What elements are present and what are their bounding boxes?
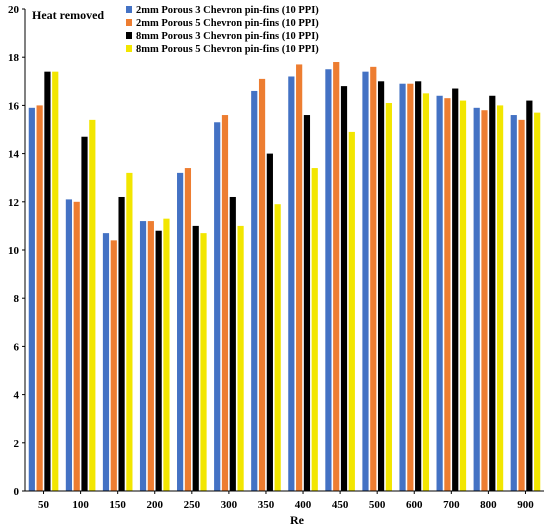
bar-4-re-900: [534, 112, 541, 491]
bar-4-re-300: [237, 225, 244, 491]
y-tick-label: 8: [14, 293, 20, 305]
x-tick-label: 350: [258, 499, 275, 511]
bar-1-re-500: [362, 71, 369, 491]
bar-2-re-450: [333, 62, 340, 492]
bar-3-re-500: [377, 81, 385, 492]
bar-4-re-600: [422, 93, 430, 491]
bar-3-re-250: [192, 225, 199, 491]
bar-4-re-50: [52, 71, 59, 491]
bar-1-re-300: [214, 122, 221, 492]
legend: 2mm Porous 3 Chevron pin-fins (10 PPI) 2m…: [126, 5, 319, 55]
bar-2-re-300: [221, 115, 229, 491]
bar-2-re-900: [518, 119, 525, 492]
bar-1-re-900: [510, 115, 517, 491]
bar-3-re-100: [81, 136, 88, 492]
x-tick-label: 700: [443, 499, 460, 511]
bar-4-re-500: [385, 102, 392, 492]
bar-3-re-150: [118, 196, 125, 492]
bars: [28, 62, 541, 492]
x-tick-label: 400: [295, 499, 312, 511]
bar-4-re-800: [496, 105, 504, 492]
x-tick-label: 200: [147, 499, 164, 511]
bar-3-re-600: [415, 81, 422, 492]
legend-swatch: [126, 6, 132, 13]
bar-4-re-700: [459, 100, 467, 491]
x-tick-label: 50: [38, 499, 50, 511]
y-tick-label: 14: [8, 149, 20, 161]
bar-4-re-100: [89, 119, 96, 492]
bar-1-re-400: [288, 76, 295, 491]
bar-2-re-400: [296, 64, 303, 492]
bar-2-re-200: [147, 221, 154, 491]
x-axis: 50 100 150 200 250 300 350 400 450 500 600 700 800 90…: [25, 490, 544, 511]
x-axis-title: Re: [290, 513, 305, 527]
x-tick-label: 100: [72, 499, 89, 511]
bar-4-re-250: [200, 233, 207, 491]
bar-4-re-150: [126, 172, 133, 491]
x-tick-label: 900: [517, 499, 534, 511]
bar-3-re-300: [229, 196, 236, 492]
x-tick-label: 500: [369, 499, 386, 511]
bar-2-re-800: [481, 110, 488, 491]
legend-label: 8mm Porous 3 Chevron pin-fins (10 PPI): [136, 31, 319, 42]
y-tick-label: 16: [8, 100, 20, 112]
x-tick-label: 800: [480, 499, 497, 511]
y-tick-label: 18: [8, 52, 20, 64]
y-tick-label: 10: [8, 245, 20, 257]
legend-swatch: [126, 19, 132, 26]
bar-4-re-400: [311, 168, 318, 491]
bar-1-re-50: [28, 107, 35, 491]
legend-label: 8mm Porous 5 Chevron pin-fins (10 PPI): [136, 44, 319, 55]
bar-1-re-250: [177, 172, 184, 491]
bar-3-re-200: [155, 230, 162, 491]
y-tick-label: 6: [14, 341, 20, 353]
bar-2-re-150: [110, 240, 117, 491]
x-tick-label: 600: [406, 499, 423, 511]
bar-2-re-250: [184, 168, 192, 491]
x-tick-label: 250: [184, 499, 201, 511]
y-tick-label: 0: [14, 486, 20, 498]
bar-3-re-350: [266, 153, 273, 491]
bar-2-re-700: [444, 98, 451, 492]
bar-4-re-200: [163, 218, 170, 492]
legend-label: 2mm Porous 3 Chevron pin-fins (10 PPI): [136, 5, 319, 16]
y-axis: 0 2 4 6 8 10 12 14 16 18 20: [8, 4, 26, 498]
bar-3-re-50: [44, 71, 51, 491]
legend-label: 2mm Porous 5 Chevron pin-fins (10 PPI): [136, 18, 319, 29]
y-tick-label: 20: [8, 4, 20, 16]
x-tick-label: 150: [109, 499, 126, 511]
bar-1-re-350: [251, 90, 258, 491]
y-tick-label: 12: [8, 197, 20, 209]
x-tick-label: 300: [221, 499, 238, 511]
y-tick-label: 4: [14, 390, 20, 402]
legend-swatch: [126, 45, 132, 52]
bar-1-re-600: [399, 83, 406, 492]
bar-3-re-400: [303, 115, 311, 491]
bar-1-re-150: [102, 233, 110, 491]
bar-3-re-700: [452, 88, 459, 491]
bar-1-re-100: [65, 199, 73, 491]
bar-3-re-900: [526, 100, 533, 491]
bar-2-re-50: [36, 105, 43, 492]
bar-2-re-500: [370, 66, 377, 491]
bar-2-re-350: [258, 78, 266, 491]
bar-3-re-450: [340, 86, 348, 492]
bar-1-re-200: [139, 221, 147, 491]
bar-4-re-450: [348, 131, 355, 491]
bar-1-re-700: [436, 95, 443, 491]
y-tick-label: 2: [14, 438, 20, 450]
bar-4-re-350: [274, 204, 281, 491]
bar-1-re-800: [473, 107, 480, 491]
chart-title: Heat removed: [32, 8, 104, 22]
x-tick-label: 450: [332, 499, 349, 511]
bar-3-re-800: [489, 95, 496, 491]
bar-1-re-450: [325, 69, 332, 491]
bar-2-re-100: [73, 201, 80, 492]
bar-2-re-600: [407, 83, 414, 492]
legend-swatch: [126, 32, 132, 39]
